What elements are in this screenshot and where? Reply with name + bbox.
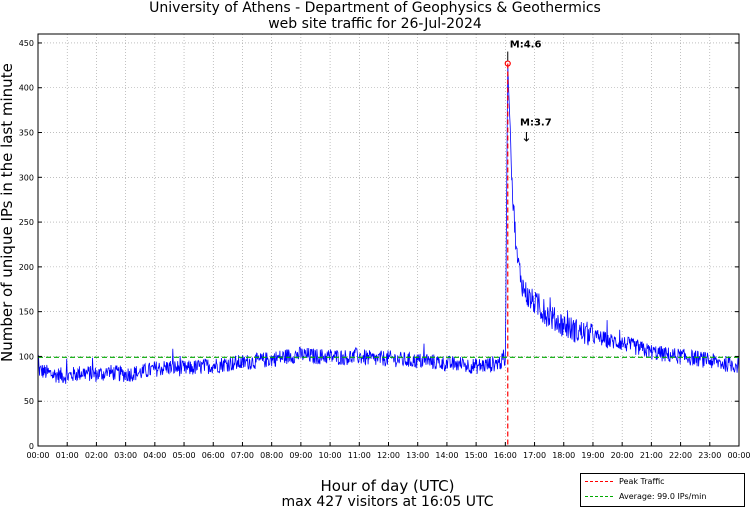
x-axis-label: Hour of day (UTC) xyxy=(320,477,455,495)
series-line-traffic xyxy=(37,64,740,384)
x-tick-label: 12:00 xyxy=(377,451,400,460)
x-tick-label: 00:00 xyxy=(26,451,49,460)
annotation-second-label: M:3.7 xyxy=(520,118,552,129)
x-tick-label: 11:00 xyxy=(348,451,371,460)
legend: Peak Traffic Average: 99.0 IPs/min xyxy=(580,473,745,507)
x-tick-label: 08:00 xyxy=(260,451,283,460)
chart-title-line1: University of Athens - Department of Geo… xyxy=(149,0,601,16)
x-tick-label: 06:00 xyxy=(202,451,225,460)
x-tick-label: 15:00 xyxy=(465,451,488,460)
x-tick-label: 07:00 xyxy=(231,451,254,460)
annotation-second-arrow: ↓ xyxy=(521,131,532,146)
legend-item-peak: Peak Traffic xyxy=(585,477,665,486)
x-tick-label: 23:00 xyxy=(698,451,721,460)
x-tick-label: 14:00 xyxy=(435,451,458,460)
y-tick-label: 300 xyxy=(19,173,34,182)
y-tick-label: 100 xyxy=(19,352,34,361)
x-tick-label: 03:00 xyxy=(114,451,137,460)
x-tick-label: 01:00 xyxy=(56,451,79,460)
y-tick-label: 0 xyxy=(29,442,34,451)
y-tick-label: 200 xyxy=(19,263,34,272)
legend-swatch-peak xyxy=(585,481,613,482)
chart-title-line2: web site traffic for 26-Jul-2024 xyxy=(268,16,482,32)
x-tick-label: 20:00 xyxy=(611,451,634,460)
x-tick-label: 05:00 xyxy=(173,451,196,460)
y-tick-label: 50 xyxy=(24,397,34,406)
legend-label-peak: Peak Traffic xyxy=(619,477,665,486)
legend-swatch-average xyxy=(585,496,613,497)
x-tick-label: 10:00 xyxy=(319,451,342,460)
legend-label-average: Average: 99.0 IPs/min xyxy=(619,492,707,501)
x-tick-label: 00:00 xyxy=(727,451,750,460)
peak-summary: max 427 visitors at 16:05 UTC xyxy=(281,494,494,510)
x-tick-label: 19:00 xyxy=(581,451,604,460)
x-tick-label: 21:00 xyxy=(640,451,663,460)
x-tick-label: 17:00 xyxy=(523,451,546,460)
y-tick-label: 250 xyxy=(19,218,34,227)
x-tick-label: 16:00 xyxy=(494,451,517,460)
annotation-peak-label: M:4.6 xyxy=(510,40,542,51)
x-tick-label: 18:00 xyxy=(552,451,575,460)
x-tick-label: 22:00 xyxy=(669,451,692,460)
y-tick-label: 400 xyxy=(19,84,34,93)
plot-area xyxy=(38,34,739,446)
y-tick-label: 350 xyxy=(19,129,34,138)
x-tick-label: 02:00 xyxy=(85,451,108,460)
y-tick-label: 450 xyxy=(19,39,34,48)
y-tick-label: 150 xyxy=(19,308,34,317)
x-tick-label: 09:00 xyxy=(289,451,312,460)
x-tick-label: 13:00 xyxy=(406,451,429,460)
x-tick-label: 04:00 xyxy=(143,451,166,460)
peak-marker xyxy=(504,60,511,67)
legend-item-average: Average: 99.0 IPs/min xyxy=(585,492,706,501)
y-axis-label: Number of unique IPs in the last minute xyxy=(0,63,16,362)
